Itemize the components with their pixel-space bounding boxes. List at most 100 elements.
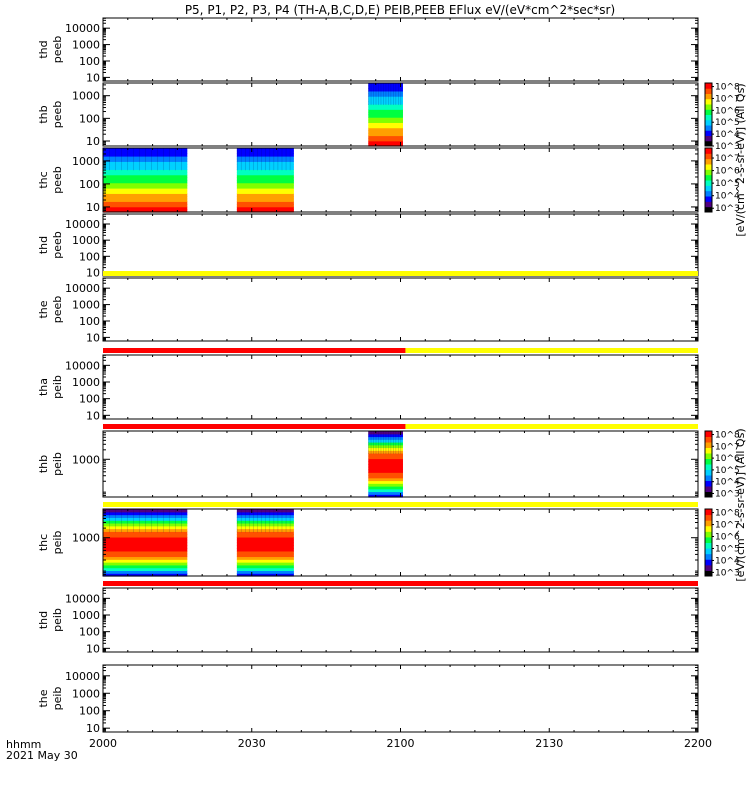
- y-tick-label: 10: [86, 201, 100, 214]
- colorbar-swatch: [705, 196, 712, 202]
- spectrogram-cell: [236, 564, 294, 569]
- colorbar-frame: [704, 430, 713, 498]
- spectrogram-cell: [236, 172, 294, 176]
- spectrogram-cell: [103, 522, 188, 527]
- figure-title: P5, P1, P2, P3, P4 (TH-A,B,C,D,E) PEIB,P…: [185, 3, 615, 17]
- colorbar-swatch: [705, 542, 712, 549]
- colorbar-frame: [704, 82, 713, 147]
- colorbar-swatch: [705, 475, 712, 481]
- spectrogram-cell: [368, 431, 403, 435]
- spectrogram-cell: [236, 190, 294, 194]
- spectrogram-texture: [393, 431, 394, 455]
- colorbar-swatch: [705, 130, 712, 136]
- colorbar-swatch: [705, 206, 712, 213]
- colorbar-swatch: [705, 480, 712, 487]
- spectrogram-texture: [281, 148, 283, 171]
- colorbar-tick-label: 10^8: [715, 509, 740, 519]
- colorbar-swatch: [705, 98, 712, 105]
- spectrogram-cell: [368, 140, 403, 144]
- spectrogram-texture: [145, 509, 146, 533]
- spectrogram-cell: [236, 166, 294, 170]
- spectrogram-texture: [265, 509, 266, 533]
- spectrogram-cell: [103, 531, 188, 535]
- spectrogram-texture: [245, 509, 246, 533]
- colorbar-tick-label: 10^4: [715, 130, 740, 140]
- spectrogram-cell: [368, 83, 403, 87]
- spectrogram-cell: [368, 450, 403, 454]
- panel-label-product: peeb: [51, 296, 64, 324]
- spectrogram-cell: [236, 174, 294, 178]
- spectrogram-cell: [103, 564, 188, 569]
- spectrogram-texture: [257, 148, 258, 171]
- spectrogram-cell: [368, 475, 403, 479]
- colorbar-swatch: [705, 453, 712, 459]
- colorbar-thb: 10^310^410^510^610^710^8: [704, 430, 740, 499]
- panel-thd-peeb: 10 100 1000 10000 thd peeb: [37, 213, 699, 279]
- spectrogram-cell: [236, 182, 294, 186]
- y-tick-label: 1000: [72, 299, 100, 312]
- colorbar-swatch: [705, 447, 712, 454]
- y-tick-label: 1000: [72, 90, 100, 103]
- spectrogram-cell: [368, 106, 403, 110]
- colorbar-tick-label: 10^3: [715, 489, 740, 499]
- x-tick-label: 2030: [238, 737, 266, 750]
- spectrogram-texture: [388, 431, 389, 455]
- spectrogram-cell: [368, 98, 403, 102]
- spectrogram-cell: [368, 117, 403, 121]
- flag-bar-segment: [103, 424, 406, 429]
- panel-label-probe: thc: [37, 171, 50, 188]
- spectrogram-texture: [390, 431, 392, 455]
- y-tick-label: 10: [86, 135, 100, 148]
- spectrogram-texture: [240, 509, 242, 533]
- spectrogram-texture: [253, 509, 254, 533]
- panel-label-product: peib: [51, 375, 64, 399]
- colorbar-tick-label: 10^8: [715, 83, 740, 93]
- spectrogram-texture: [380, 83, 382, 106]
- spectrogram-texture: [277, 509, 279, 533]
- spectrogram-block-0: [103, 148, 188, 213]
- spectrogram-texture: [385, 83, 387, 106]
- panel-thb-peeb: 10 100 1000 thb peeb: [37, 82, 699, 148]
- spectrogram-texture: [249, 148, 250, 171]
- spectrogram-texture: [236, 148, 238, 171]
- spectrogram-texture: [281, 509, 283, 533]
- spectrogram-cell: [368, 453, 403, 457]
- colorbar-thb: 10^310^410^510^610^710^8: [704, 82, 740, 152]
- spectrogram-cell: [103, 556, 188, 560]
- flag-bar-segment: [405, 348, 698, 353]
- colorbar-thc: 10^3 10^4 10^5 10^6 10^7: [704, 147, 740, 214]
- spectrogram-cell: [103, 514, 188, 518]
- spectrogram-texture: [145, 148, 146, 171]
- spectrogram-cell: [103, 536, 188, 541]
- spectrogram-cell: [103, 166, 188, 170]
- spectrogram-texture: [175, 509, 176, 533]
- panel-label-probe: the: [37, 300, 50, 318]
- y-tick-label: 10: [86, 409, 100, 422]
- colorbar-swatch: [705, 135, 712, 142]
- spectrogram-cell: [103, 553, 188, 558]
- colorbar-swatch: [705, 553, 712, 560]
- y-tick-label: 1000: [72, 155, 100, 168]
- spectrogram-cell: [368, 96, 403, 100]
- colorbar-swatch: [705, 164, 712, 170]
- spectrogram-texture: [395, 431, 397, 455]
- spectrogram-texture: [115, 148, 116, 171]
- y-tick-label: 100: [79, 55, 100, 68]
- colorbar-swatch: [705, 125, 712, 131]
- spectrogram-cell: [103, 180, 188, 184]
- spectrogram-cell: [236, 204, 294, 208]
- spectrogram-cell: [236, 514, 294, 518]
- spectrogram-texture: [385, 431, 387, 455]
- y-tick-label: 10000: [65, 359, 100, 372]
- colorbar-swatch: [705, 119, 712, 126]
- spectrogram-cell: [103, 567, 188, 572]
- time-axis-label-hhmm: hhmm: [6, 738, 41, 751]
- spectrogram-cell: [103, 548, 188, 552]
- spectrogram-cell: [236, 206, 294, 210]
- spectrogram-texture: [163, 509, 164, 533]
- spectrogram-texture: [383, 83, 384, 106]
- colorbar-frame: [704, 508, 713, 577]
- colorbar-swatch: [705, 185, 712, 192]
- spectrogram-cell: [103, 153, 188, 157]
- panel-label-product: peib: [51, 608, 64, 632]
